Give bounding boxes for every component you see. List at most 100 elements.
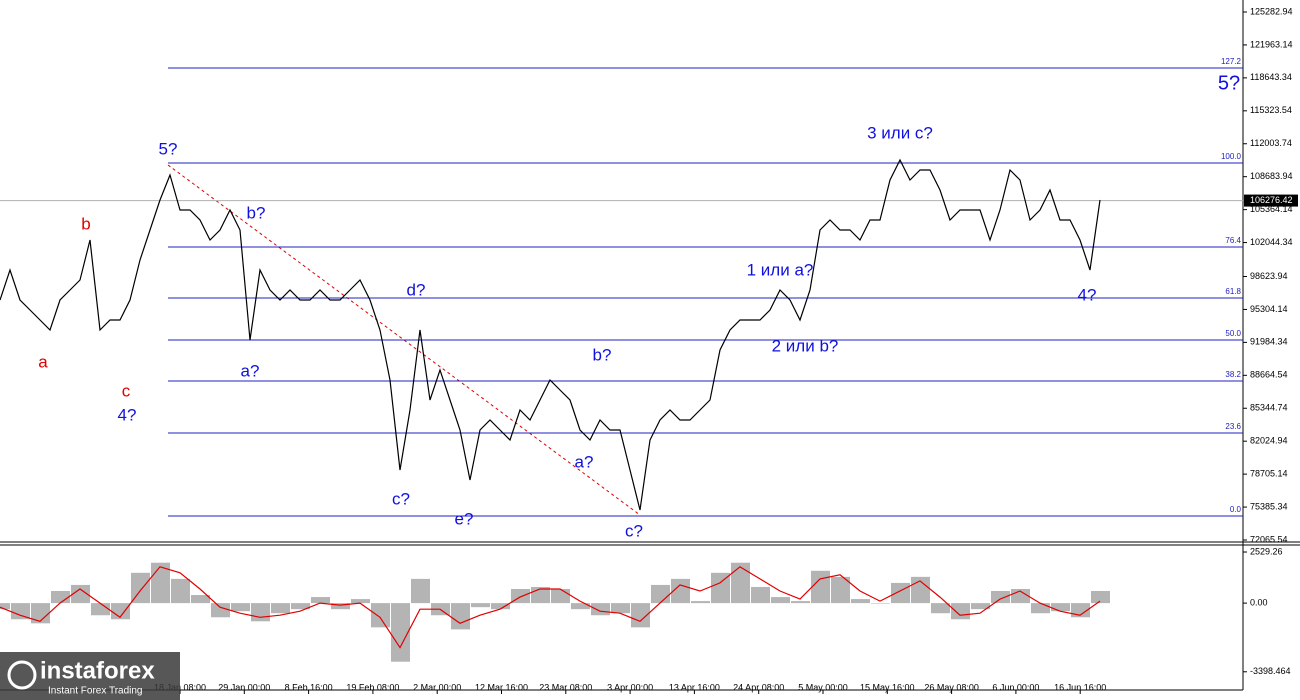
histogram-bar (1031, 603, 1050, 614)
last-price-label: 106276.42 (1250, 195, 1293, 205)
x-tick-label: 13 Apr 16:00 (669, 682, 720, 692)
y-tick-label: 85344.74 (1250, 403, 1288, 413)
price-line (0, 158, 1101, 511)
histogram-bar (311, 597, 330, 604)
wave-label: 5? (159, 139, 178, 158)
logo-name: instaforex (40, 657, 155, 684)
histogram-bar (211, 603, 230, 618)
y-tick-label: 108683.94 (1250, 171, 1293, 181)
y-tick-label: 82024.94 (1250, 436, 1288, 446)
histogram-bar (251, 603, 270, 622)
histogram-bar (811, 570, 830, 604)
last-price-box (1244, 194, 1298, 207)
histogram-bar (411, 578, 430, 604)
histogram-bar (111, 603, 130, 620)
histogram-bar (651, 584, 670, 604)
y-tick-label: 115323.54 (1250, 105, 1292, 115)
wave-label: e? (455, 509, 474, 528)
x-tick-label: 8 Feb 16:00 (285, 682, 333, 692)
y-tick-label: 98623.94 (1250, 271, 1288, 281)
histogram-bar (711, 572, 730, 604)
histogram-bar (391, 603, 410, 662)
fib-level-label: 100.0 (1221, 152, 1242, 161)
histogram-bar (991, 590, 1010, 604)
logo-tagline: Instant Forex Trading (48, 686, 143, 697)
y-tick-label: 112003.74 (1250, 138, 1292, 148)
x-tick-label: 3 Apr 00:00 (607, 682, 653, 692)
wave-label: c (122, 381, 131, 400)
wave-label: c? (392, 489, 410, 508)
histogram-bar (331, 603, 350, 610)
fib-level-label: 38.2 (1225, 370, 1241, 379)
logo-background (0, 652, 180, 700)
histogram-bar (291, 603, 310, 610)
x-tick-label: 2 Mar 00:00 (413, 682, 461, 692)
histogram-bar (1051, 603, 1070, 612)
fib-level-label: 23.6 (1225, 422, 1241, 431)
wave-label: c? (625, 521, 643, 540)
wave-label: 4? (118, 405, 137, 424)
histogram-bar (491, 603, 510, 610)
fib-level-label: 61.8 (1225, 287, 1241, 296)
histogram-bar (551, 588, 570, 604)
histogram-bar (691, 601, 710, 604)
histogram-bar (0, 603, 10, 610)
y-tick-label: 78705.14 (1250, 468, 1288, 478)
histogram-bar (51, 590, 70, 604)
x-tick-label: 5 May 00:00 (798, 682, 848, 692)
wave-label: b? (247, 203, 266, 222)
histogram-bar (351, 599, 370, 604)
histogram-bar (851, 599, 870, 604)
signal-line (0, 566, 1101, 649)
histogram-bar (671, 578, 690, 604)
y-tick-label: 91984.34 (1250, 337, 1288, 347)
histogram-bar (891, 582, 910, 604)
histogram-bar (631, 603, 650, 628)
logo-icon (7, 660, 37, 690)
y-tick-label: 75385.34 (1250, 501, 1288, 511)
x-tick-label: 23 Mar 08:00 (539, 682, 592, 692)
y-tick-label: 88664.54 (1250, 370, 1288, 380)
histogram-bar (831, 576, 850, 604)
wave-label: 2 или b? (772, 336, 839, 355)
y-tick-label: -3398.464 (1250, 666, 1291, 676)
wave-label: a? (575, 452, 594, 471)
y-tick-label: 2529.26 (1250, 546, 1283, 556)
x-tick-label: 6 Jun 00:00 (992, 682, 1039, 692)
y-tick-label: 105364.14 (1250, 204, 1293, 214)
wave-label: b (81, 214, 90, 233)
histogram-bar (171, 578, 190, 604)
y-tick-label: 102044.34 (1250, 237, 1293, 247)
fib-level-label: 127.2 (1221, 57, 1242, 66)
x-tick-label: 29 Jan 00:00 (218, 682, 270, 692)
histogram-bar (771, 597, 790, 604)
histogram-bar (1071, 603, 1090, 618)
wave-label: 3 или c? (867, 123, 933, 142)
y-tick-label: 72065.54 (1250, 534, 1288, 544)
histogram-bar (731, 562, 750, 604)
histogram-bar (231, 603, 250, 612)
x-tick-label: 19 Feb 08:00 (346, 682, 399, 692)
x-tick-label: 12 Mar 16:00 (475, 682, 528, 692)
histogram-bar (271, 603, 290, 614)
wave-label: d? (407, 280, 426, 299)
wave-label: 5? (1218, 72, 1240, 94)
wave-label: 4? (1078, 285, 1097, 304)
histogram-bar (951, 603, 970, 620)
histogram-bar (931, 603, 950, 614)
wave-label: a (38, 352, 48, 371)
wave-label: 1 или a? (747, 260, 814, 279)
histogram-bar (871, 603, 890, 604)
fib-level-label: 50.0 (1225, 329, 1241, 338)
histogram-bar (611, 603, 630, 614)
histogram-bar (71, 584, 90, 604)
histogram-bar (191, 595, 210, 604)
histogram-bar (591, 603, 610, 616)
fib-level-label: 76.4 (1225, 236, 1241, 245)
histogram-bar (131, 572, 150, 604)
histogram-bar (571, 603, 590, 610)
y-tick-label: 121963.14 (1250, 39, 1293, 49)
histogram-bar (451, 603, 470, 630)
